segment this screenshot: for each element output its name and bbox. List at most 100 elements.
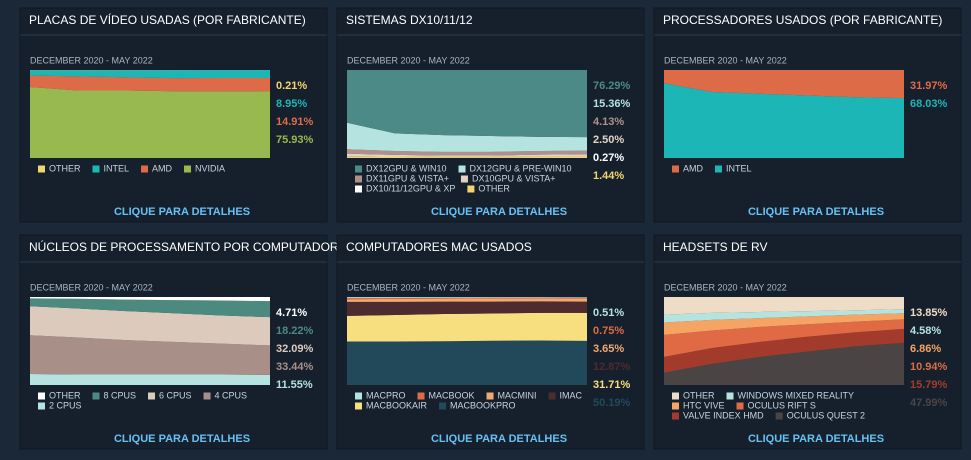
legend-label: MACMINI [498,390,537,400]
area [30,296,270,302]
details-link[interactable]: CLIQUE PARA DETALHES [748,206,884,218]
legend-swatch [672,412,679,420]
legend-swatch [672,392,679,400]
legend-label: VALVE INDEX HMD [683,410,764,420]
subtitle: DECEMBER 2020 - MAY 2022 [30,55,153,65]
value-label: 76.29% [593,80,631,92]
panel-title: COMPUTADORES MAC USADOS [346,240,532,254]
area [664,313,904,335]
legend-swatch [355,402,362,410]
legend-swatch [355,165,362,173]
subtitle: DECEMBER 2020 - MAY 2022 [664,282,787,292]
legend-label: DX10GPU & VISTA+ [472,173,556,183]
area [664,309,904,323]
legend-label: 2 CPUS [49,400,82,410]
legend-label: WINDOWS MIXED REALITY [738,390,855,400]
subtitle: DECEMBER 2020 - MAY 2022 [347,282,470,292]
legend-label: IMAC [560,390,583,400]
legend-swatch [38,165,45,173]
legend-swatch [141,165,149,173]
area [347,153,587,157]
legend-swatch [672,402,679,410]
value-label: 4.13% [593,116,624,128]
legend-label: 6 CPUS [159,390,192,400]
legend-swatch [355,185,362,193]
subtitle: DECEMBER 2020 - MAY 2022 [664,55,787,65]
legend-swatch [715,165,722,173]
value-label: 31.97% [910,80,948,92]
legend-swatch [148,392,156,400]
value-label: 75.93% [276,134,314,146]
legend-label: 4 CPUS [215,390,248,400]
value-label: 4.71% [276,307,307,319]
legend-swatch [736,402,744,410]
area [664,70,904,99]
value-label: 0.75% [593,325,624,337]
legend-swatch [458,165,466,173]
legend-label: 8 CPUS [104,390,137,400]
value-label: 8.95% [276,98,307,110]
area [30,306,270,346]
area [347,156,587,158]
legend-label: OCULUS QUEST 2 [787,410,865,420]
value-label: 0.27% [593,152,624,164]
legend-label: INTEL [104,163,130,173]
area [347,297,587,298]
legend-label: OCULUS RIFT S [748,400,816,410]
details-link[interactable]: CLIQUE PARA DETALHES [114,206,250,218]
area [664,83,904,158]
legend-label: MACBOOKPRO [450,400,516,410]
value-label: 3.65% [593,343,624,355]
legend-swatch [203,392,211,400]
details-link[interactable]: CLIQUE PARA DETALHES [114,433,250,445]
value-label: 50.19% [593,397,631,409]
legend-label: DX12GPU & PRE-WIN10 [470,163,572,173]
legend-label: OTHER [49,163,81,173]
legend-swatch [672,165,679,173]
area [347,149,587,156]
area [30,75,270,92]
area [347,122,587,152]
legend-swatch [355,392,362,400]
value-label: 12.87% [593,361,631,373]
legend-swatch [439,402,447,410]
area [30,374,270,385]
value-label: 13.85% [910,307,948,319]
value-label: 0.21% [276,80,307,92]
area [664,319,904,357]
panel-title: HEADSETS DE RV [663,240,767,254]
details-link[interactable]: CLIQUE PARA DETALHES [431,206,567,218]
value-label: 31.71% [593,379,631,391]
area [30,298,270,318]
value-label: 14.91% [276,116,314,128]
value-label: 47.99% [910,397,948,409]
panel-title: NÚCLEOS DE PROCESSAMENTO POR COMPUTADOR [29,239,339,254]
area [30,86,270,158]
value-label: 4.58% [910,325,941,337]
panel-title: PLACAS DE VÍDEO USADAS (POR FABRICANTE) [29,12,306,27]
area [664,342,904,385]
area [347,312,587,342]
value-label: 68.03% [910,98,948,110]
value-label: 0.51% [593,307,624,319]
panel-title: PROCESSADORES USADOS (POR FABRICANTE) [663,13,942,27]
details-link[interactable]: CLIQUE PARA DETALHES [748,433,884,445]
area [30,335,270,375]
area [664,328,904,373]
legend-label: AMD [683,163,704,173]
legend-label: DX12GPU & WIN10 [366,163,447,173]
legend-swatch [92,165,100,173]
value-label: 33.44% [276,361,314,373]
legend-label: NVIDIA [195,163,225,173]
legend-label: OTHER [683,390,715,400]
area [347,301,587,316]
details-link[interactable]: CLIQUE PARA DETALHES [431,433,567,445]
legend-label: MACBOOKAIR [366,400,428,410]
area [347,297,587,300]
area [347,156,587,158]
value-label: 32.09% [276,343,314,355]
legend-label: DX11GPU & VISTA+ [366,173,449,183]
value-label: 11.55% [276,379,313,391]
